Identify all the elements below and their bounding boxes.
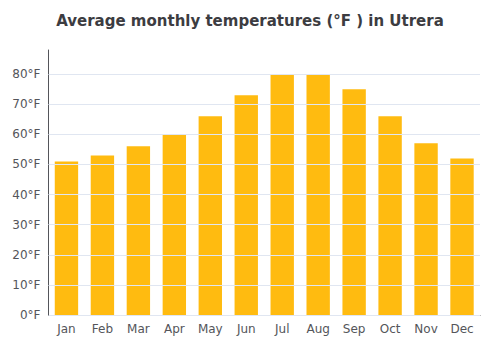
svg-text:Dec: Dec (450, 322, 473, 336)
svg-text:Average monthly temperatures (: Average monthly temperatures (°F ) in Ut… (56, 12, 444, 30)
svg-text:Jan: Jan (56, 322, 76, 336)
svg-text:30°F: 30°F (12, 218, 40, 232)
svg-text:20°F: 20°F (12, 248, 40, 262)
svg-text:0°F: 0°F (20, 308, 41, 322)
svg-text:Sep: Sep (343, 322, 366, 336)
svg-text:Jul: Jul (274, 322, 289, 336)
svg-text:Jun: Jun (236, 322, 256, 336)
svg-text:40°F: 40°F (12, 188, 40, 202)
svg-text:60°F: 60°F (12, 127, 40, 141)
svg-text:70°F: 70°F (12, 97, 40, 111)
svg-text:80°F: 80°F (12, 67, 40, 81)
svg-text:Nov: Nov (414, 322, 437, 336)
svg-text:Oct: Oct (380, 322, 401, 336)
svg-text:Feb: Feb (92, 322, 113, 336)
svg-text:May: May (198, 322, 223, 336)
svg-text:10°F: 10°F (12, 278, 40, 292)
svg-text:Aug: Aug (306, 322, 329, 336)
svg-text:Mar: Mar (127, 322, 150, 336)
svg-text:50°F: 50°F (12, 157, 40, 171)
svg-text:Apr: Apr (164, 322, 185, 336)
